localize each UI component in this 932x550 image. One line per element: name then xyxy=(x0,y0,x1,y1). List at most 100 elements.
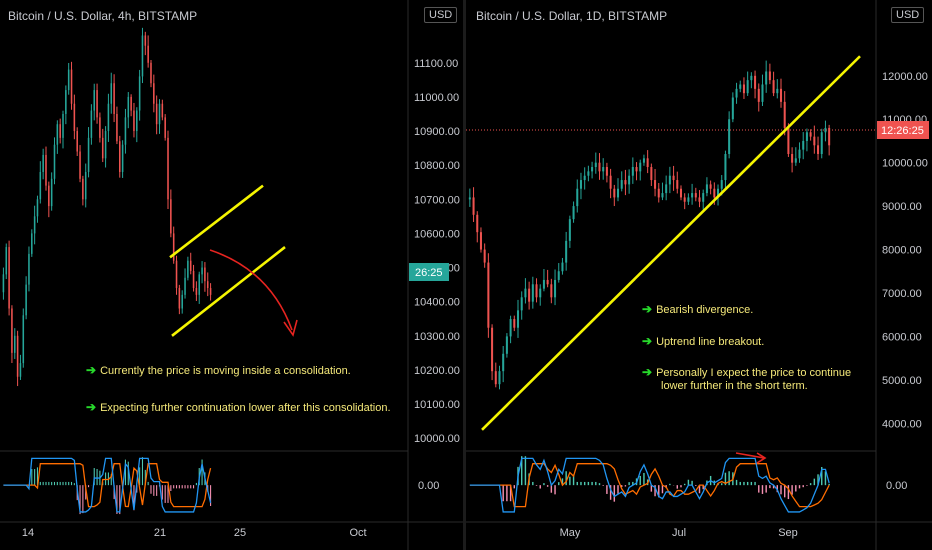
candle-body xyxy=(192,270,195,289)
candle-body xyxy=(73,103,76,132)
candle-body xyxy=(107,103,110,132)
candle-body xyxy=(783,101,786,128)
candle-body xyxy=(539,288,542,298)
candle-body xyxy=(141,35,144,77)
candle-body xyxy=(59,124,61,138)
candle-body xyxy=(19,363,22,377)
right-chart-svg[interactable]: 12000.0011000.0010000.009000.008000.0070… xyxy=(466,0,932,550)
candle-body xyxy=(654,180,657,189)
candle-body xyxy=(524,288,527,298)
candle-body xyxy=(53,144,56,179)
candle-body xyxy=(772,80,775,94)
right-chart-panel[interactable]: 12000.00 11000.00 10000.00 9000.00 8000.00 70… xyxy=(466,0,932,550)
candle-body xyxy=(172,233,175,261)
candle-body xyxy=(791,153,794,163)
candle-body xyxy=(516,310,520,328)
candle-body xyxy=(96,90,98,118)
candle-body xyxy=(28,253,30,285)
y-tick-label: 10100.00 xyxy=(414,399,460,411)
y-tick-label: 5000.00 xyxy=(882,375,922,387)
candle-body xyxy=(587,171,590,176)
green-arrow-icon: ➔ xyxy=(86,400,97,414)
candle-body xyxy=(184,277,186,295)
left-note-1: ➔ Currently the price is moving inside a … xyxy=(86,363,351,378)
candle-body xyxy=(76,131,78,152)
candle-body xyxy=(754,75,757,89)
candle-body xyxy=(62,113,64,138)
candle-body xyxy=(639,162,642,172)
macd-zero-label: 0.00 xyxy=(418,480,439,492)
candle-body xyxy=(583,175,586,181)
candle-body xyxy=(93,90,96,111)
candle-body xyxy=(665,184,668,194)
candle-body xyxy=(513,319,516,328)
candle-body xyxy=(742,84,745,94)
right-note-3: ➔ Personally I expect the price to contin… xyxy=(642,365,852,393)
y-tick-label: 10800.00 xyxy=(414,160,460,172)
left-note-2: ➔ Expecting further continuation lower af… xyxy=(86,400,391,415)
candle-body xyxy=(691,193,694,198)
candle-body xyxy=(161,103,164,118)
candle-body xyxy=(702,193,705,202)
candle-body xyxy=(813,136,816,146)
candle-body xyxy=(56,124,59,145)
candle-body xyxy=(11,308,13,353)
candle-body xyxy=(735,88,738,98)
candle-body xyxy=(181,294,183,309)
candle-body xyxy=(817,145,820,154)
left-chart-svg[interactable]: 11100.00 11000.00 10900.00 10800.00 10700.00… xyxy=(0,0,463,550)
x-tick-label: Sep xyxy=(778,527,798,539)
right-currency-button[interactable]: USD xyxy=(891,7,925,23)
candle-body xyxy=(67,69,70,91)
green-arrow-icon: ➔ xyxy=(86,363,97,377)
y-tick-label: 10600.00 xyxy=(414,228,460,240)
candle-body xyxy=(479,232,482,250)
channel-upper-line xyxy=(169,184,264,259)
candle-body xyxy=(476,214,479,233)
candle-body xyxy=(16,335,19,377)
candle-body xyxy=(487,262,490,328)
candle-body xyxy=(155,103,158,125)
candle-body xyxy=(591,167,594,172)
candle-body xyxy=(787,127,790,154)
candle-body xyxy=(768,71,771,81)
candle-body xyxy=(22,315,25,364)
candle-body xyxy=(568,219,571,241)
candle-body xyxy=(668,175,671,185)
left-chart-panel[interactable]: 11100.00 11000.00 10900.00 10800.00 10700.00… xyxy=(0,0,463,550)
candle-body xyxy=(206,281,209,289)
green-arrow-icon: ➔ xyxy=(642,334,653,348)
candle-body xyxy=(147,45,149,63)
candle-body xyxy=(164,117,166,138)
panel-divider[interactable] xyxy=(463,0,466,550)
macd-line xyxy=(3,457,212,513)
candle-body xyxy=(138,76,141,111)
y-tick-label: 10000.00 xyxy=(882,158,928,170)
x-tick-label: Oct xyxy=(349,527,366,539)
candle-body xyxy=(133,110,135,132)
left-currency-button[interactable]: USD xyxy=(424,7,458,23)
candle-body xyxy=(576,188,579,207)
y-tick-label: 10300.00 xyxy=(414,331,460,343)
candle-body xyxy=(13,335,16,353)
uptrend-line xyxy=(481,55,861,431)
current-price-tag-label: 12:26:25 xyxy=(881,125,924,137)
candle-body xyxy=(661,193,664,198)
candle-body xyxy=(739,84,742,89)
candle-body xyxy=(84,171,87,200)
candle-body xyxy=(565,240,568,263)
candle-body xyxy=(90,110,93,138)
x-tick-label: 14 xyxy=(22,527,34,539)
candle-body xyxy=(809,132,812,137)
y-tick-label: 10900.00 xyxy=(414,126,460,138)
candle-body xyxy=(31,233,33,254)
candle-body xyxy=(25,284,27,316)
candle-body xyxy=(679,188,683,198)
candle-body xyxy=(99,117,101,138)
candle-body xyxy=(8,247,10,309)
candle-body xyxy=(709,184,712,189)
candle-body xyxy=(65,90,67,114)
candle-body xyxy=(2,274,5,293)
right-note-1: ➔ Bearish divergence. xyxy=(642,302,754,317)
left-chart-title: Bitcoin / U.S. Dollar, 4h, BITSTAMP xyxy=(8,9,198,23)
